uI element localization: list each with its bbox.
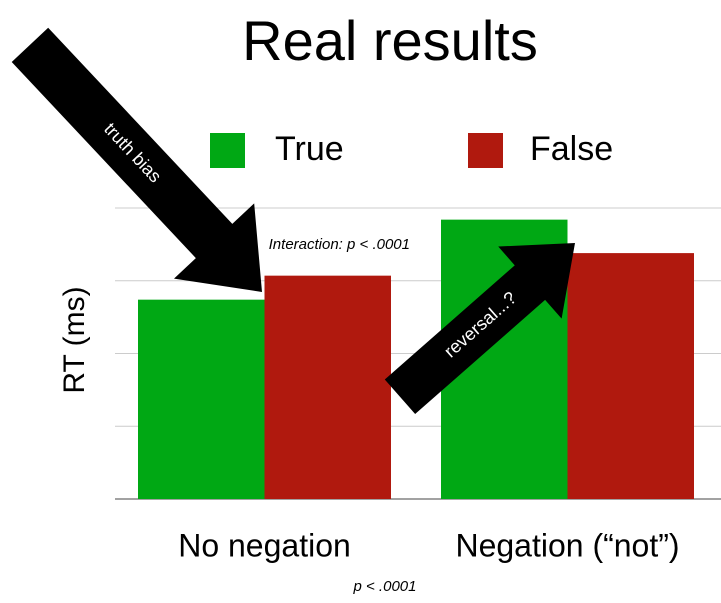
legend-label: False [530,130,613,168]
x-tick-label: No negation [178,527,351,563]
chart-title: Real results [242,9,538,72]
x-tick-label: Negation (“not”) [455,527,679,563]
y-axis-label: RT (ms) [58,286,91,393]
arrow-shape [11,27,262,292]
bar [264,275,391,499]
main-effect-note: p < .0001 [353,578,417,595]
bar [138,299,265,499]
arrow-shape [384,243,575,415]
plot: No negation Negation (“not”) [115,207,721,563]
legend-label: True [275,130,344,168]
interaction-note: Interaction: p < .0001 [269,236,410,253]
bar [567,253,694,499]
legend-swatch [210,133,245,168]
legend-swatch [468,133,503,168]
